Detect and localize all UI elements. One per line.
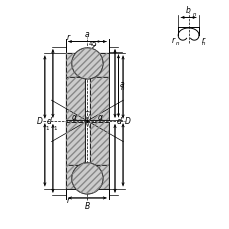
Text: $\alpha$: $\alpha$ <box>96 112 103 121</box>
Circle shape <box>71 163 103 194</box>
Text: n: n <box>201 41 204 46</box>
Text: r: r <box>201 35 204 44</box>
Text: D: D <box>124 117 130 126</box>
Text: a: a <box>85 30 89 39</box>
Text: d: d <box>116 117 121 126</box>
Text: n: n <box>121 85 124 90</box>
Text: r: r <box>66 195 69 204</box>
Polygon shape <box>65 77 85 120</box>
Text: r: r <box>171 35 174 44</box>
Text: D: D <box>36 117 42 126</box>
Text: b: b <box>185 6 190 15</box>
Text: $\alpha$: $\alpha$ <box>71 112 78 121</box>
Polygon shape <box>89 123 109 166</box>
Polygon shape <box>65 123 85 166</box>
Text: B: B <box>85 201 90 210</box>
Text: 45°: 45° <box>88 41 100 46</box>
Polygon shape <box>89 77 109 120</box>
Text: n: n <box>192 11 196 16</box>
Text: d: d <box>46 117 51 126</box>
Text: n: n <box>175 41 178 46</box>
Text: a: a <box>119 80 124 89</box>
Text: r: r <box>66 33 69 42</box>
Text: 1: 1 <box>45 126 49 131</box>
Text: 1: 1 <box>53 126 57 131</box>
Polygon shape <box>65 166 109 189</box>
Polygon shape <box>65 54 109 77</box>
Circle shape <box>71 49 103 80</box>
